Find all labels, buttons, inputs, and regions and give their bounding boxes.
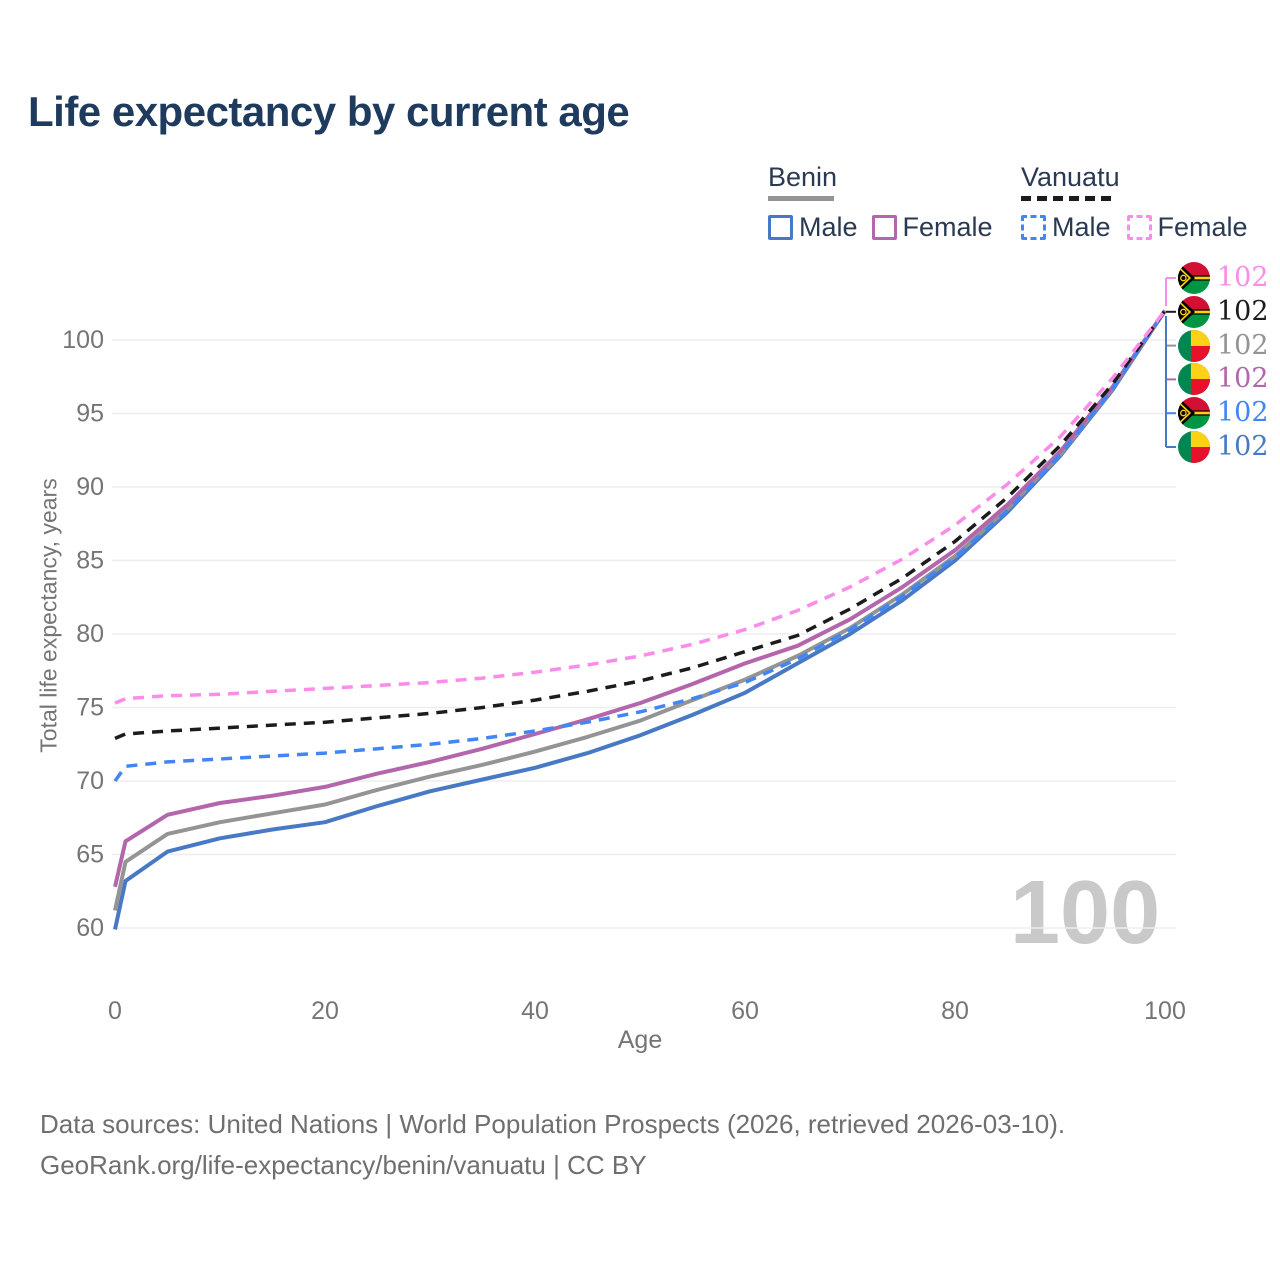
footer-data-sources: Data sources: United Nations | World Pop… bbox=[40, 1109, 1066, 1139]
legend-group-benin: Benin Male Female bbox=[768, 162, 993, 243]
y-tick-label: 100 bbox=[62, 326, 104, 354]
vanuatu-flag-icon bbox=[1178, 397, 1210, 430]
age-counter-watermark: 100 bbox=[1010, 863, 1161, 963]
end-label-value: 102 bbox=[1217, 295, 1269, 327]
y-tick-label: 95 bbox=[76, 400, 104, 428]
vanuatu-flag-icon bbox=[1178, 262, 1210, 294]
end-label-value: 102 bbox=[1217, 431, 1269, 462]
page-title: Life expectancy by current age bbox=[28, 88, 630, 135]
y-tick-label: 80 bbox=[76, 620, 104, 648]
x-tick-label: 20 bbox=[311, 997, 339, 1025]
x-tick-label: 40 bbox=[521, 997, 549, 1025]
legend-group-vanuatu: Vanuatu Male Female bbox=[1021, 162, 1248, 243]
legend-label-vanuatu-female: Female bbox=[1157, 212, 1248, 242]
y-tick-label: 85 bbox=[76, 547, 104, 575]
gridlines bbox=[112, 339, 1176, 929]
end-label-row-benin_female[interactable]: 102 bbox=[1178, 363, 1269, 396]
end-label-value: 102 bbox=[1217, 363, 1269, 395]
end-label-value: 102 bbox=[1217, 397, 1269, 429]
x-axis-title: Age bbox=[617, 1026, 663, 1054]
vanuatu-female-swatch-icon bbox=[1126, 215, 1152, 240]
y-tick-label: 75 bbox=[76, 694, 104, 722]
legend-country-benin[interactable]: Benin bbox=[768, 162, 838, 192]
benin-male-swatch-icon bbox=[768, 215, 793, 240]
y-tick-label: 65 bbox=[76, 841, 104, 869]
series-line-vanuatu_female[interactable] bbox=[114, 309, 1167, 705]
legend-item-vanuatu-male[interactable]: Male bbox=[1021, 212, 1111, 243]
end-label-row-benin_male[interactable]: 102 bbox=[1178, 431, 1269, 463]
footer-attribution[interactable]: GeoRank.org/life-expectancy/benin/vanuat… bbox=[40, 1150, 647, 1180]
axis-tick-labels: 60 65 70 75 80 85 90 95 100 0 20 40 60 80 100 bbox=[62, 326, 1186, 1025]
legend-label-vanuatu-male: Male bbox=[1052, 212, 1111, 242]
benin-flag-icon bbox=[1178, 363, 1210, 396]
series-line-vanuatu_both[interactable] bbox=[114, 309, 1167, 741]
y-tick-label: 60 bbox=[76, 914, 104, 942]
end-label-row-vanuatu_male[interactable]: 102 bbox=[1178, 397, 1269, 430]
series-line-benin_both[interactable] bbox=[113, 309, 1167, 911]
y-tick-label: 90 bbox=[76, 473, 104, 501]
leader-lines bbox=[1165, 277, 1176, 448]
vanuatu-male-swatch-icon bbox=[1021, 215, 1046, 240]
vanuatu-flag-icon bbox=[1178, 295, 1210, 328]
benin-flag-icon bbox=[1178, 431, 1210, 463]
x-tick-label: 100 bbox=[1144, 997, 1186, 1025]
legend-label-benin-female: Female bbox=[902, 212, 993, 242]
legend-country-vanuatu[interactable]: Vanuatu bbox=[1021, 162, 1120, 192]
benin-female-swatch-icon bbox=[871, 215, 897, 240]
end-label-row-benin_both[interactable]: 102 bbox=[1178, 329, 1269, 362]
series-lines bbox=[113, 309, 1167, 930]
series-line-vanuatu_male[interactable] bbox=[113, 309, 1167, 783]
benin-flag-icon bbox=[1178, 329, 1210, 362]
y-tick-label: 70 bbox=[76, 767, 104, 795]
end-label-value: 102 bbox=[1217, 329, 1269, 361]
x-tick-label: 60 bbox=[731, 997, 759, 1025]
series-line-benin_male[interactable] bbox=[113, 309, 1167, 930]
legend-underline-vanuatu-both bbox=[1021, 196, 1113, 201]
x-tick-label: 80 bbox=[941, 997, 969, 1025]
x-tick-label: 0 bbox=[108, 997, 122, 1025]
legend-item-benin-female[interactable]: Female bbox=[871, 212, 993, 243]
legend-item-vanuatu-female[interactable]: Female bbox=[1126, 212, 1248, 243]
footer: Data sources: United Nations | World Pop… bbox=[40, 1104, 1065, 1186]
legend-underline-benin-both bbox=[768, 196, 834, 201]
series-line-benin_female[interactable] bbox=[113, 309, 1167, 888]
end-label-row-vanuatu_female[interactable]: 102 bbox=[1178, 262, 1269, 294]
end-label-row-vanuatu_both[interactable]: 102 bbox=[1178, 295, 1269, 328]
end-label-value: 102 bbox=[1217, 262, 1269, 293]
legend-item-benin-male[interactable]: Male bbox=[768, 212, 858, 243]
legend-label-benin-male: Male bbox=[799, 212, 858, 242]
